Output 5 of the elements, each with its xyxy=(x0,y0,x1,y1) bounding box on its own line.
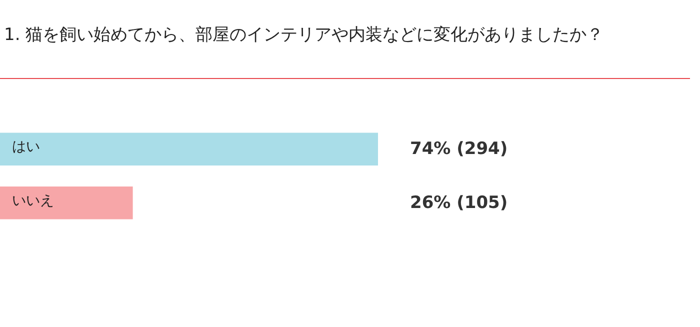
y-tick-label: はい xyxy=(12,139,40,156)
y-tick-label: いいえ xyxy=(12,192,54,209)
chart-title: 1. 猫を飼い始めてから、部屋のインテリアや内装などに変化がありましたか？ xyxy=(4,24,605,47)
data-label: 74% (294) xyxy=(410,139,508,160)
data-label: 26% (105) xyxy=(410,192,508,213)
